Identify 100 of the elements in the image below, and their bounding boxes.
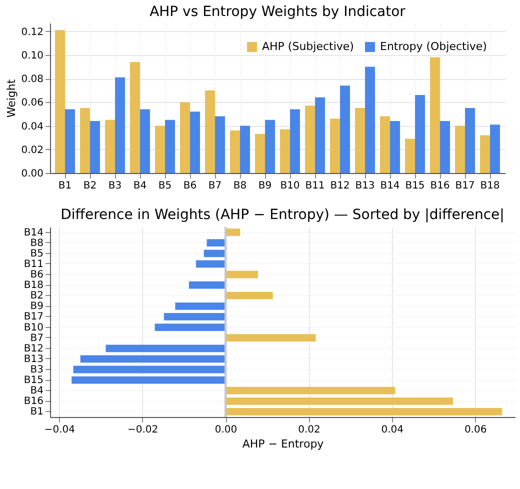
bar bbox=[215, 116, 225, 173]
x-tick-label: B10 bbox=[280, 180, 300, 192]
x-tick-label: B7 bbox=[208, 180, 222, 192]
bar bbox=[72, 376, 226, 384]
x-tick-label: B9 bbox=[258, 180, 272, 192]
x-tick-label: B15 bbox=[405, 180, 425, 192]
y-tick-label: B9 bbox=[30, 301, 44, 312]
bar bbox=[430, 57, 440, 173]
bar bbox=[455, 126, 465, 173]
y-tick-label: B6 bbox=[30, 270, 44, 280]
x-tick-label: 0.06 bbox=[464, 424, 487, 436]
y-tick-label: 0.04 bbox=[21, 121, 44, 132]
bar bbox=[226, 292, 273, 300]
bar bbox=[380, 116, 390, 173]
y-tick-label: B5 bbox=[30, 248, 44, 260]
chart-title: Difference in Weights (AHP − Entropy) — Sorted by |difference| bbox=[60, 207, 504, 223]
y-axis-title: Weight bbox=[5, 78, 18, 118]
bar bbox=[355, 108, 365, 173]
bar bbox=[226, 408, 502, 416]
x-tick-label: 0.02 bbox=[298, 424, 320, 436]
bar bbox=[440, 121, 450, 173]
x-tick-label: B8 bbox=[233, 180, 247, 192]
y-tick-label: B1 bbox=[30, 406, 44, 418]
bar bbox=[305, 106, 315, 173]
bar bbox=[154, 324, 226, 331]
bar bbox=[106, 344, 226, 352]
bar bbox=[280, 129, 290, 173]
x-tick-label: 0.04 bbox=[381, 424, 404, 436]
bar bbox=[140, 109, 150, 173]
bar bbox=[164, 313, 226, 320]
y-tick-label: B18 bbox=[24, 280, 44, 292]
bar bbox=[80, 108, 90, 173]
bar bbox=[365, 66, 375, 173]
x-tick-label: B12 bbox=[330, 180, 350, 192]
bar bbox=[290, 109, 300, 173]
bar bbox=[315, 97, 325, 173]
x-tick-label: B13 bbox=[355, 180, 375, 192]
bar bbox=[226, 334, 316, 342]
x-tick-label: B16 bbox=[430, 180, 450, 192]
x-tick-label: B17 bbox=[455, 180, 475, 192]
bar bbox=[226, 397, 454, 405]
bar bbox=[230, 130, 240, 173]
bar bbox=[188, 281, 226, 289]
y-tick-label: B4 bbox=[30, 386, 44, 397]
y-tick-label: B8 bbox=[30, 238, 44, 249]
y-tick-label: 0.02 bbox=[21, 144, 44, 156]
bar bbox=[415, 95, 425, 173]
x-tick-label: 0.00 bbox=[214, 424, 238, 436]
bar bbox=[65, 109, 75, 173]
bar bbox=[90, 121, 100, 173]
bar bbox=[204, 250, 226, 258]
x-tick-label: B3 bbox=[108, 180, 122, 192]
legend-label: Entropy (Objective) bbox=[380, 40, 487, 53]
bar bbox=[55, 30, 65, 173]
bar bbox=[155, 126, 165, 173]
y-tick-label: 0.08 bbox=[21, 74, 44, 86]
y-tick-label: B7 bbox=[30, 332, 44, 344]
y-tick-label: B2 bbox=[30, 290, 44, 302]
x-tick-label: B5 bbox=[158, 180, 172, 192]
bar bbox=[80, 355, 226, 363]
bar bbox=[226, 270, 258, 278]
x-tick-label: −0.04 bbox=[44, 424, 75, 436]
y-tick-label: B15 bbox=[24, 375, 44, 386]
bar bbox=[115, 77, 125, 173]
y-tick-label: B16 bbox=[24, 396, 44, 408]
y-tick-label: 0.00 bbox=[21, 168, 44, 180]
bar bbox=[206, 239, 226, 247]
bar bbox=[165, 120, 175, 173]
bar bbox=[130, 62, 140, 173]
y-tick-label: B14 bbox=[24, 227, 44, 238]
bar bbox=[240, 126, 250, 173]
chart-title: AHP vs Entropy Weights by Indicator bbox=[150, 4, 406, 20]
y-tick-label: B12 bbox=[24, 343, 44, 354]
x-tick-label: B18 bbox=[480, 180, 500, 192]
y-tick-label: B11 bbox=[24, 258, 44, 270]
bar bbox=[490, 124, 500, 173]
bar bbox=[180, 102, 190, 173]
x-axis-title: AHP − Entropy bbox=[242, 438, 324, 450]
y-tick-label: 0.10 bbox=[21, 50, 44, 62]
bar bbox=[330, 118, 340, 173]
bar bbox=[255, 134, 265, 173]
bar bbox=[265, 120, 275, 173]
x-tick-label: B14 bbox=[380, 180, 400, 192]
bar bbox=[190, 112, 200, 173]
bar bbox=[175, 302, 226, 310]
bar bbox=[226, 228, 240, 236]
bar bbox=[105, 120, 115, 173]
bar bbox=[405, 138, 415, 173]
bar bbox=[205, 90, 215, 173]
x-tick-label: −0.02 bbox=[128, 424, 158, 436]
legend-label: AHP (Subjective) bbox=[262, 40, 354, 53]
bar bbox=[465, 108, 475, 173]
x-tick-label: B6 bbox=[183, 180, 197, 192]
bar bbox=[226, 386, 396, 394]
bar bbox=[340, 86, 350, 173]
y-tick-label: B10 bbox=[24, 322, 44, 334]
bar bbox=[390, 121, 400, 173]
y-tick-label: B17 bbox=[24, 312, 44, 323]
bar bbox=[480, 135, 490, 173]
x-tick-label: B11 bbox=[305, 180, 325, 192]
